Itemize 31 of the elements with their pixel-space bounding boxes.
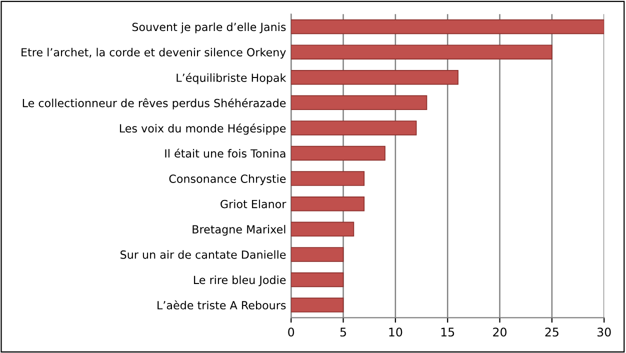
x-tick-label: 10 bbox=[389, 328, 402, 337]
x-tick-label: 30 bbox=[597, 328, 611, 337]
y-tick-label: Bretagne Marixel bbox=[192, 224, 286, 236]
y-tick-label: Le collectionneur de rêves perdus Shéhérazade bbox=[22, 98, 286, 110]
bar bbox=[291, 70, 458, 85]
bar bbox=[291, 120, 417, 136]
y-tick-label: Les voix du monde Hégésippe bbox=[120, 124, 286, 135]
y-tick-label: Consonance Chrystie bbox=[169, 174, 286, 186]
bar bbox=[291, 272, 344, 288]
x-tick-label: 0 bbox=[288, 328, 294, 337]
bar bbox=[291, 146, 386, 161]
x-tick-label: 5 bbox=[340, 328, 346, 337]
y-tick-label: Souvent je parle d’elle Janis bbox=[132, 22, 286, 34]
bar bbox=[291, 222, 354, 237]
y-tick-label: Il était une fois Tonina bbox=[165, 148, 286, 158]
bar bbox=[291, 247, 344, 262]
bar bbox=[291, 44, 552, 60]
bar bbox=[291, 171, 365, 186]
y-tick-label: Griot Elanor bbox=[220, 200, 286, 208]
x-tick-label: 20 bbox=[493, 328, 506, 337]
x-tick-label: 25 bbox=[545, 328, 558, 337]
x-tick-label: 15 bbox=[441, 328, 454, 337]
bar bbox=[291, 298, 344, 312]
y-tick-label: L’équilibriste Hopak bbox=[176, 72, 286, 84]
bar bbox=[291, 95, 428, 110]
bar bbox=[291, 196, 365, 212]
y-tick-label: Sur un air de cantate Danielle bbox=[120, 250, 286, 259]
bar bbox=[291, 19, 604, 34]
y-tick-label: L’aède triste A Rebours bbox=[158, 300, 286, 310]
y-tick-label: Etre l’archet, la corde et devenir silence Orkeny bbox=[22, 48, 286, 59]
y-tick-label: Le rire bleu Jodie bbox=[194, 276, 286, 286]
